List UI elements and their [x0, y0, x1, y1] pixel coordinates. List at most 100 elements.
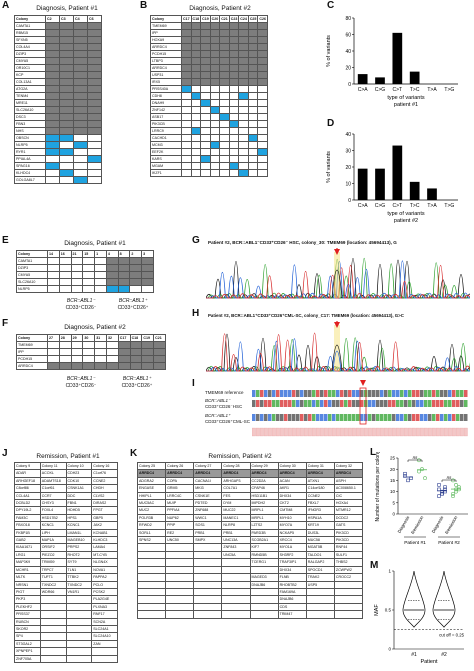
panel-b-mutation-cell [228, 169, 240, 177]
l-y-tick-label: 15 [390, 478, 396, 483]
panel-b-mutation-cell [200, 134, 211, 142]
i-base-cell [408, 390, 412, 397]
panel-b-row: MGAM [150, 162, 268, 170]
panel-k-cell [221, 558, 251, 567]
panel-b-mutation-cell [190, 92, 202, 100]
i-consensus-cell [375, 427, 380, 437]
i-base-cell [268, 414, 272, 421]
panel-k-row: ENGASE GRM5 MKI3 COL7A1 CFAP46 AKR1 C14orf180 A… [136, 484, 364, 493]
panel-a-row: KCP [14, 71, 102, 79]
panel-b-mutation-cell [219, 22, 230, 30]
panel-k-shared-cell: ARRDC4 [305, 469, 335, 478]
panel-k-header-cell: Colony 26 [165, 461, 195, 471]
panel-f-header-cell: Colony [16, 334, 48, 342]
panel-a-mutation-cell [73, 57, 88, 65]
i-consensus-cell [363, 427, 368, 437]
l-x-tick-label: Remission [410, 514, 425, 534]
l-point [417, 469, 421, 474]
chart-c-bar [357, 74, 368, 84]
panel-k-cell: XRCC4 [277, 536, 307, 545]
panel-b-mutation-cell [181, 22, 192, 30]
chart-d-bar [375, 168, 385, 200]
panel-b-mutation-cell [181, 162, 192, 170]
panel-b-mutation-cell [228, 162, 240, 170]
i-base-cell [408, 414, 412, 421]
panel-k-cell: ADGRA2 [136, 476, 167, 486]
i-base-cell [416, 414, 420, 421]
panel-b-mutation-cell [257, 85, 268, 93]
i-base-cell [296, 390, 300, 397]
i-base-cell [292, 400, 296, 407]
panel-a-row: PPIAL4A [14, 155, 102, 163]
chart-d-y-label: % of variants [326, 151, 332, 183]
l-ns-2: ns [447, 475, 453, 480]
panel-b-mutation-cell [257, 155, 268, 163]
panel-j-cell: SP4 [14, 632, 41, 641]
i-base-cell [424, 400, 428, 407]
chart-d-x-label-line2: patient #2 [394, 218, 418, 224]
i-base-cell [296, 400, 300, 407]
panel-b-gene-cell: LTBP3 [150, 57, 182, 65]
panel-b-mutation-cell [247, 106, 259, 114]
panel-b-gene-cell: MCM3 [150, 141, 182, 149]
panel-b-mutation-cell [209, 92, 221, 100]
panel-k-cell: ZNF688 [193, 506, 223, 515]
panel-j-cell: CHSY3 [39, 499, 67, 508]
variant-bar-chart-patient-1: 0 20 40 60 80 C>A C>G C>T T>C T>A T>G % of variants… [326, 16, 458, 108]
panel-b-mutation-cell [181, 99, 192, 107]
panel-j-cell: DDC [65, 491, 93, 501]
panel-j-cell [65, 610, 93, 619]
panel-b-mutation-cell [238, 120, 249, 128]
panel-b-mutation-cell [190, 106, 202, 114]
i-base-cell [344, 414, 348, 421]
panel-a-mutation-cell [45, 155, 60, 163]
panel-k-header-cell: Colony 25 [136, 461, 167, 471]
panel-f-mutation-cell [117, 362, 131, 370]
sequence-alignment [252, 380, 468, 437]
i-base-cell [316, 400, 320, 407]
panel-b-mutation-cell [190, 155, 202, 163]
panel-b-mutation-cell [257, 92, 268, 100]
panel-b-mutation-cell [247, 85, 259, 93]
panel-b-mutation-cell [228, 92, 240, 100]
panel-k-cell: DCDC2 [333, 513, 364, 523]
panel-b-row: IKZF1 [150, 169, 268, 177]
panel-e-mutation-cell [105, 278, 119, 286]
panel-a-mutation-cell [45, 36, 60, 44]
i-consensus-cell [315, 427, 320, 437]
i-consensus-cell [367, 427, 372, 437]
panel-b-mutation-cell [209, 162, 221, 170]
panel-a-mutation-cell [87, 50, 102, 58]
panel-f-mutation-cell [141, 348, 155, 356]
chart-c-y-tick-label: 0 [348, 82, 351, 88]
panel-k-cell [333, 610, 364, 619]
panel-a-mutation-cell [45, 43, 60, 51]
i-consensus-cell [335, 427, 340, 437]
panel-b-mutation-cell [181, 92, 192, 100]
panel-a-mutation-cell [45, 22, 60, 30]
panel-k-cell: TALDO1 [305, 550, 335, 560]
panel-b-mutation-cell [209, 85, 221, 93]
i-consensus-cell [411, 427, 416, 437]
panel-a-header-cell: C3 [59, 15, 74, 23]
panel-a-row: NLRP5 [14, 141, 102, 149]
panel-k-cell [136, 587, 167, 597]
i-base-cell [356, 400, 360, 407]
i-base-cell [288, 400, 292, 407]
panel-b-mutation-cell [257, 169, 268, 177]
panel-e-mutation-cell [129, 285, 143, 293]
panel-e-mutation-cell [141, 264, 154, 272]
panel-j-row: NRSN1 TXNDC2 TXNDC2 PCLO [14, 580, 118, 589]
panel-b-mutation-cell [228, 57, 240, 65]
panel-f-header-cell: C18 [129, 334, 143, 342]
panel-e-gene-cell: CMYA5 [16, 271, 48, 279]
panel-k-cell: PIK3CD [333, 528, 364, 538]
l-bracket-1 [407, 459, 423, 462]
i-base-cell [404, 390, 408, 397]
panel-k-cell [305, 602, 335, 612]
panel-b-mutation-cell [181, 78, 192, 86]
panel-b-mutation-cell [257, 148, 268, 156]
panel-j-cell: KIAA1671 [14, 543, 41, 552]
panel-k-row: ZNF843 KIF7 MYO1A MGAT5B RNF44 [136, 543, 364, 552]
i-base-cell [392, 390, 396, 397]
